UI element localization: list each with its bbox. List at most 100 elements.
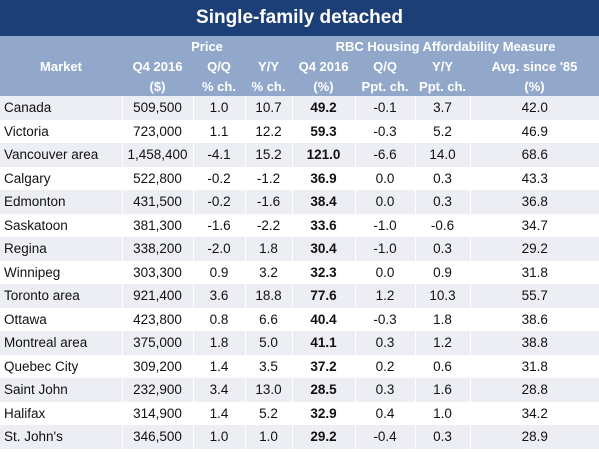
value-cell: 0.9: [414, 260, 471, 284]
value-cell: 36.9: [291, 166, 356, 190]
value-cell: 38.6: [469, 307, 599, 331]
value-cell: 38.4: [291, 190, 356, 214]
column-header: Y/Y: [415, 56, 471, 76]
value-cell: 3.6: [192, 284, 245, 308]
column-header: Q4 2016: [292, 56, 356, 76]
value-cell: 431,500: [121, 190, 193, 214]
value-cell: -2.2: [244, 213, 293, 237]
column-header: Q4 2016: [122, 56, 193, 76]
column-unit: % ch.: [193, 76, 245, 96]
value-cell: 68.6: [469, 143, 599, 167]
table-row: Canada 509,500 1.0 10.7 49.2 -0.1 3.7 42.0: [0, 96, 599, 120]
value-cell: 0.3: [414, 237, 471, 261]
value-cell: 5.2: [414, 119, 471, 143]
value-cell: 12.2: [244, 119, 293, 143]
header-cell: [0, 36, 122, 56]
market-cell: Vancouver area: [0, 143, 122, 167]
value-cell: 314,900: [121, 401, 193, 425]
column-unit: Ppt. ch.: [415, 76, 471, 96]
value-cell: 29.2: [469, 237, 599, 261]
value-cell: 0.0: [354, 190, 416, 214]
value-cell: 723,000: [121, 119, 193, 143]
value-cell: 3.5: [244, 354, 293, 378]
value-cell: 5.0: [244, 331, 293, 355]
market-cell: Saint John: [0, 378, 122, 402]
value-cell: -1.6: [244, 190, 293, 214]
value-cell: 1.4: [192, 354, 245, 378]
value-cell: 33.6: [291, 213, 356, 237]
value-cell: -2.0: [192, 237, 245, 261]
value-cell: 32.9: [291, 401, 356, 425]
value-cell: 38.8: [469, 331, 599, 355]
group-header: RBC Housing Affordability Measure: [292, 36, 599, 56]
value-cell: 28.9: [469, 425, 599, 449]
value-cell: 32.3: [291, 260, 356, 284]
value-cell: 15.2: [244, 143, 293, 167]
group-row: Price RBC Housing Affordability Measure: [0, 36, 599, 56]
value-cell: 3.2: [244, 260, 293, 284]
column-header: Market: [0, 56, 122, 76]
value-cell: 46.9: [469, 119, 599, 143]
market-cell: Victoria: [4, 123, 49, 139]
value-cell: -1.6: [192, 213, 245, 237]
value-cell: 0.3: [354, 378, 416, 402]
value-cell: 18.8: [244, 284, 293, 308]
header-cell: [0, 76, 122, 96]
value-cell: 77.6: [291, 284, 356, 308]
table-row: Toronto area 921,400 3.6 18.8 77.6 1.2 10.3 55.…: [0, 284, 599, 308]
market-cell: Saskatoon: [4, 217, 68, 233]
value-cell: 0.9: [192, 260, 245, 284]
value-cell: 1.8: [244, 237, 293, 261]
value-cell: 375,000: [121, 331, 193, 355]
value-cell: 1.8: [192, 331, 245, 355]
value-cell: 921,400: [121, 284, 193, 308]
value-cell: 1.2: [414, 331, 471, 355]
value-cell: -0.4: [354, 425, 416, 449]
value-cell: 1.0: [244, 425, 293, 449]
value-cell: 0.3: [414, 166, 471, 190]
column-unit: ($): [122, 76, 193, 96]
value-cell: 0.0: [354, 166, 416, 190]
value-cell: 30.4: [291, 237, 356, 261]
column-unit: (%): [470, 76, 599, 96]
value-cell: 37.2: [291, 354, 356, 378]
value-cell: 29.2: [291, 425, 356, 449]
value-cell: -1.0: [354, 213, 416, 237]
table-row: Calgary 522,800 -0.2 -1.2 36.9 0.0 0.3 43.3: [0, 166, 599, 190]
value-cell: 423,800: [121, 307, 193, 331]
value-cell: 36.8: [469, 190, 599, 214]
table-row: Saint John 232,900 3.4 13.0 28.5 0.3 1.6 28.8: [0, 378, 599, 402]
column-unit: (%): [292, 76, 356, 96]
column-unit: % ch.: [245, 76, 293, 96]
table-title: Single-family detached: [0, 0, 599, 36]
column-unit: Ppt. ch.: [355, 76, 416, 96]
value-cell: 28.5: [291, 378, 356, 402]
value-cell: 0.0: [354, 260, 416, 284]
value-cell: 10.3: [414, 284, 471, 308]
unit-row: ($)% ch.% ch. (%) Ppt. ch. Ppt. ch. (%): [0, 76, 599, 96]
value-cell: -0.3: [354, 119, 416, 143]
column-header: Avg. since '85: [470, 56, 599, 76]
column-header: Q/Q: [355, 56, 416, 76]
value-cell: -0.2: [192, 166, 245, 190]
value-cell: 346,500: [121, 425, 193, 449]
value-cell: -0.1: [354, 96, 416, 120]
value-cell: 0.2: [354, 354, 416, 378]
market-cell: Halifax: [4, 405, 46, 421]
value-cell: 40.4: [291, 307, 356, 331]
value-cell: -1.0: [354, 237, 416, 261]
value-cell: -0.6: [414, 213, 471, 237]
table-row: Quebec City 309,200 1.4 3.5 37.2 0.2 0.6 31.8: [0, 354, 599, 378]
value-cell: 232,900: [121, 378, 193, 402]
value-cell: 1.6: [414, 378, 471, 402]
value-cell: 55.7: [469, 284, 599, 308]
market-cell: Ottawa: [4, 311, 47, 327]
table-row: Saskatoon 381,300 -1.6 -2.2 33.6 -1.0 -0.6 34.7: [0, 213, 599, 237]
value-cell: 1,458,400: [121, 143, 193, 167]
value-cell: 381,300: [121, 213, 193, 237]
table-row: Ottawa 423,800 0.8 6.6 40.4 -0.3 1.8 38.6: [0, 307, 599, 331]
market-cell: Winnipeg: [4, 264, 61, 280]
value-cell: 6.6: [244, 307, 293, 331]
value-cell: 1.4: [192, 401, 245, 425]
